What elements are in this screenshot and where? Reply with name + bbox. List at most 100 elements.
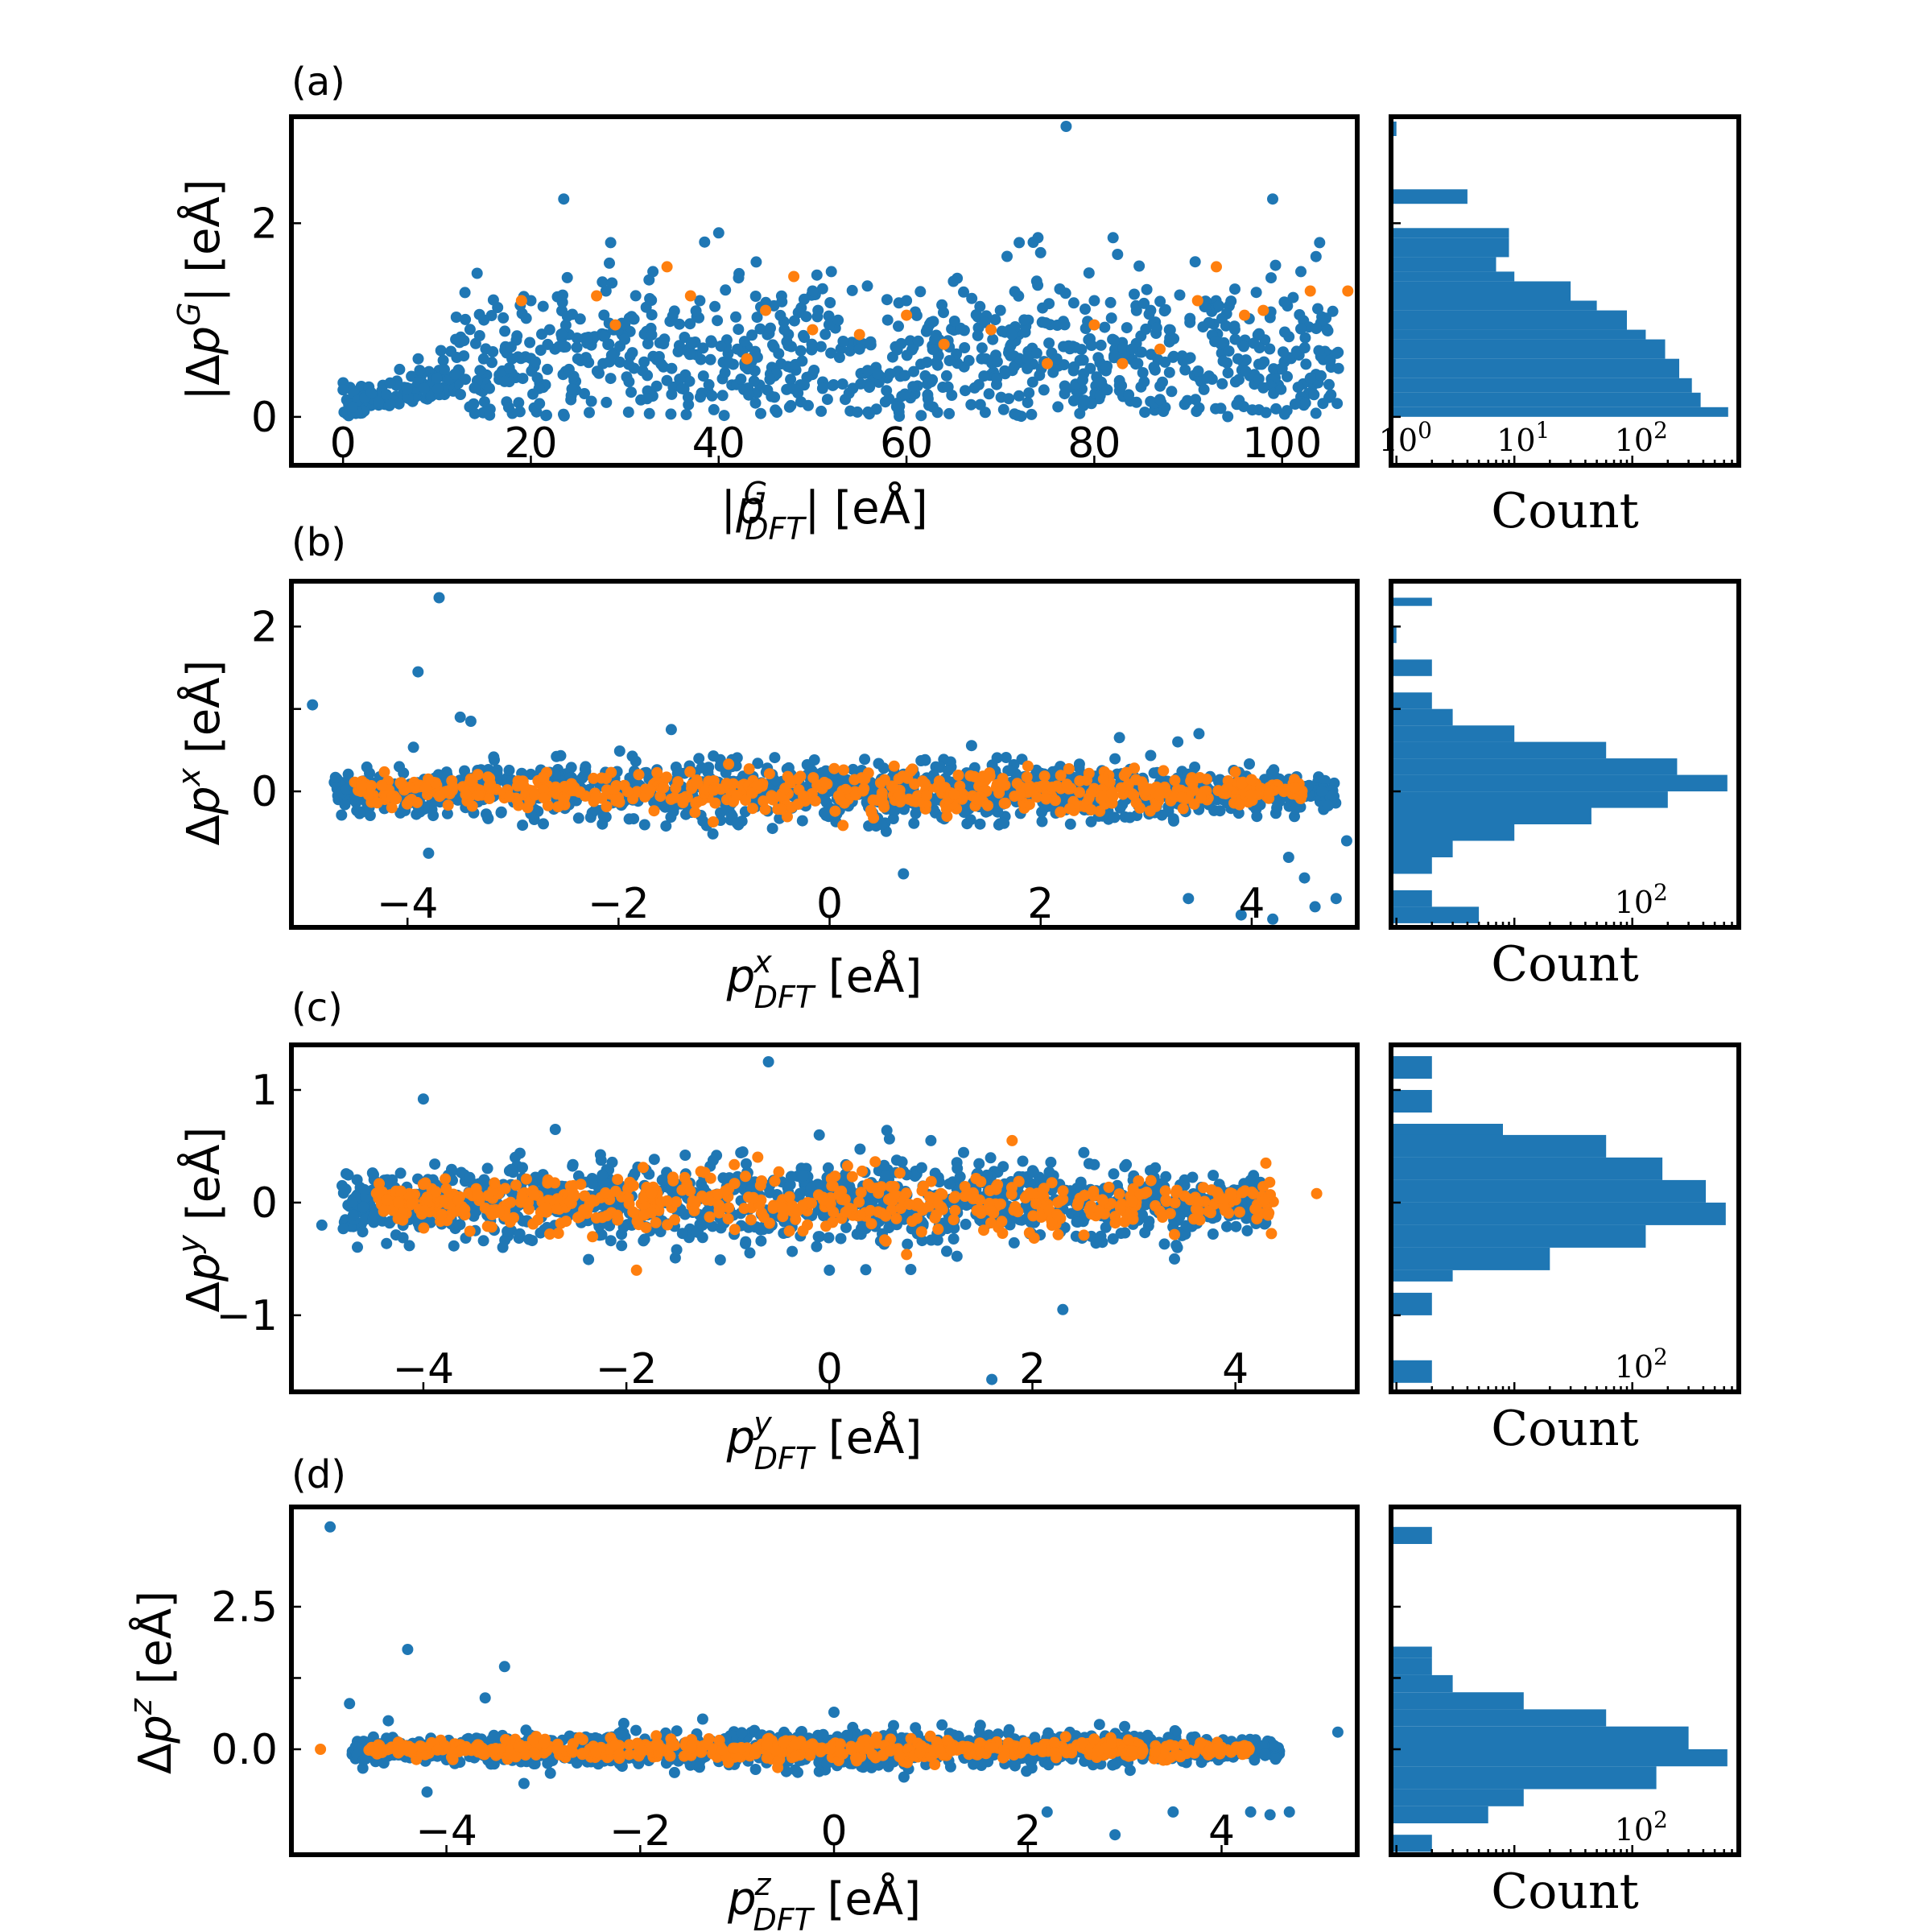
scatter-point (606, 1156, 618, 1168)
scatter-point (797, 1225, 809, 1237)
scatter-point (1250, 287, 1262, 299)
scatter-point (1011, 778, 1023, 790)
hist-bar (1391, 378, 1692, 393)
scatter-point (1323, 391, 1335, 403)
scatter-point (1171, 1241, 1183, 1253)
scatter-point (441, 807, 453, 819)
scatter-point (1238, 341, 1249, 353)
scatter-point (390, 793, 402, 805)
scatter-point (642, 338, 654, 349)
scatter-point (1126, 343, 1137, 355)
scatter-point (948, 788, 960, 800)
panel-c-label: (c) (291, 985, 343, 1030)
scatter-point (755, 1235, 767, 1247)
scatter-point (1121, 766, 1133, 778)
scatter-point (373, 1187, 385, 1199)
scatter-point (1023, 799, 1035, 811)
scatter-point (758, 795, 770, 807)
scatter-point (431, 372, 443, 384)
scatter-point (371, 797, 383, 809)
scatter-point (614, 356, 625, 368)
scatter-point (1294, 309, 1306, 320)
scatter-point (518, 780, 530, 792)
scatter-point (749, 291, 762, 302)
scatter-point (974, 818, 986, 830)
scatter-point (1090, 1237, 1102, 1249)
scatter-point (876, 787, 888, 799)
scatter-point (687, 1195, 699, 1207)
scatter-point (1099, 321, 1111, 333)
scatter-point (1096, 376, 1108, 388)
scatter-point (684, 1185, 696, 1197)
scatter-point (1158, 1238, 1170, 1250)
scatter-point (1222, 411, 1234, 423)
scatter-point (565, 394, 577, 406)
scatter-a-y-label: |ΔpG| [eÅ] (171, 179, 230, 400)
scatter-point (816, 382, 828, 394)
scatter-point (828, 762, 840, 774)
scatter-point (609, 319, 621, 331)
scatter-point (1133, 260, 1146, 272)
scatter-point (471, 267, 483, 279)
scatter-point (520, 312, 532, 324)
scatter-point (1138, 297, 1150, 309)
scatter-point (449, 368, 461, 380)
scatter-point (708, 403, 720, 415)
scatter-point (646, 1207, 658, 1219)
scatter-point (621, 786, 634, 798)
scatter-c (316, 1056, 1323, 1385)
scatter-point (740, 1236, 752, 1248)
scatter-point (419, 1204, 431, 1216)
scatter-point (694, 295, 706, 307)
scatter-point (708, 750, 720, 762)
scatter-point (1260, 407, 1272, 419)
scatter-point (1063, 803, 1075, 815)
scatter-point (427, 810, 440, 822)
scatter-point (1311, 1187, 1323, 1199)
scatter-point (498, 375, 510, 387)
scatter-point (730, 311, 741, 323)
scatter-point (394, 807, 407, 819)
scatter-point (448, 1240, 460, 1252)
scatter-a-y-ticks: 02 (251, 200, 301, 442)
scatter-point (998, 797, 1010, 809)
scatter-point (971, 793, 983, 805)
scatter-point (619, 333, 631, 345)
scatter-point (1174, 289, 1186, 301)
scatter-point (1310, 407, 1322, 419)
scatter-point (925, 316, 937, 328)
scatter-point (669, 791, 681, 803)
scatter-point (723, 758, 735, 770)
scatter-point (1145, 749, 1157, 762)
scatter-point (756, 1175, 768, 1187)
hist-bar (1391, 890, 1432, 907)
scatter-point (1216, 378, 1228, 390)
scatter-point (1168, 815, 1179, 827)
scatter-point (958, 286, 969, 298)
scatter-point (497, 1241, 509, 1253)
scatter-point (1170, 1184, 1183, 1196)
scatter-point (1229, 283, 1241, 295)
scatter-point (597, 818, 609, 830)
scatter-point (560, 1216, 572, 1228)
y-tick-label: 1 (251, 1067, 278, 1115)
scatter-point (915, 1226, 927, 1238)
scatter-point (773, 1166, 785, 1178)
hist-bar (1391, 791, 1668, 808)
scatter-point (910, 807, 922, 819)
scatter-point (682, 391, 694, 403)
scatter-point (1107, 232, 1119, 244)
scatter-point (709, 797, 721, 809)
scatter-point (403, 795, 415, 807)
scatter-point (1287, 291, 1299, 303)
scatter-point (469, 382, 481, 394)
scatter-point (472, 790, 484, 802)
scatter-point (473, 330, 485, 341)
scatter-point (919, 778, 931, 790)
scatter-point (481, 1220, 493, 1232)
scatter-point (666, 388, 678, 400)
scatter-point (773, 348, 785, 360)
scatter-point (623, 358, 635, 370)
scatter-point (1084, 1203, 1096, 1216)
scatter-point (464, 716, 477, 727)
